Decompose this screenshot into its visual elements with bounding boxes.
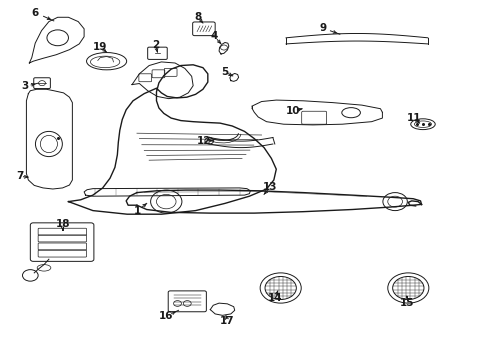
Text: 2: 2 <box>152 40 159 50</box>
Text: 14: 14 <box>267 293 282 303</box>
Text: 6: 6 <box>32 8 39 18</box>
Text: 15: 15 <box>399 298 413 308</box>
Text: 16: 16 <box>159 311 173 321</box>
Text: 17: 17 <box>220 316 234 326</box>
Text: 12: 12 <box>197 136 211 146</box>
Text: 9: 9 <box>319 23 325 33</box>
Text: 18: 18 <box>55 219 70 229</box>
Text: 13: 13 <box>262 182 277 192</box>
Text: 3: 3 <box>22 81 29 91</box>
Text: 1: 1 <box>134 206 141 216</box>
Text: 8: 8 <box>194 12 201 22</box>
Text: 19: 19 <box>93 42 107 52</box>
Text: 10: 10 <box>285 106 300 116</box>
Text: 5: 5 <box>221 67 228 77</box>
Text: 7: 7 <box>16 171 23 181</box>
Text: 4: 4 <box>210 31 218 41</box>
Text: 11: 11 <box>406 113 420 123</box>
